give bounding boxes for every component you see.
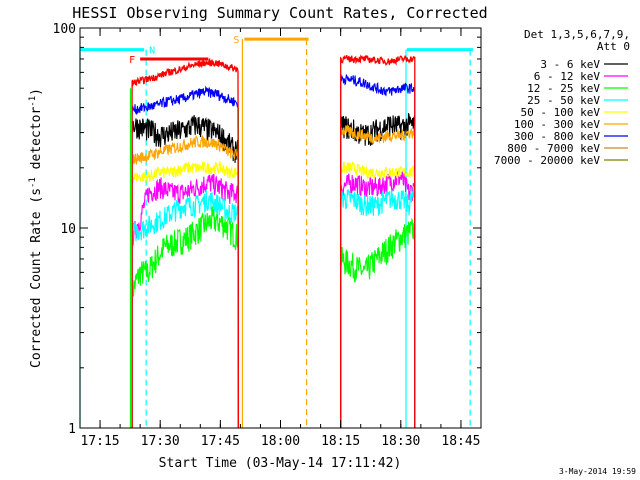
- legend-entry-label: 6 - 12 keV: [534, 70, 601, 83]
- flag-label: N: [149, 46, 155, 57]
- series-line: [131, 174, 239, 429]
- legend-entry-label: 12 - 25 keV: [527, 82, 600, 95]
- series-line: [131, 85, 239, 429]
- legend-entry-label: 3 - 6 keV: [540, 58, 600, 71]
- flag-label: F: [129, 55, 135, 66]
- x-tick-label: 18:30: [381, 434, 420, 449]
- legend-entry-label: 100 - 300 keV: [514, 118, 600, 131]
- series-line: [131, 160, 239, 429]
- legend-title-2: Att 0: [597, 40, 630, 53]
- series-line: [340, 216, 416, 428]
- x-tick-label: 18:15: [321, 434, 360, 449]
- series-line: [340, 74, 416, 428]
- x-tick-label: 18:00: [261, 434, 300, 449]
- y-tick-label: 10: [60, 222, 76, 237]
- x-tick-label: 17:45: [201, 434, 240, 449]
- series-line: [131, 134, 239, 429]
- red-count-trace: [131, 57, 240, 429]
- legend-entry-label: 300 - 800 keV: [514, 130, 600, 143]
- x-tick-label: 18:45: [441, 434, 480, 449]
- series-line: [340, 170, 416, 428]
- red-count-trace: [340, 54, 416, 428]
- legend-entry-label: 800 - 7000 keV: [507, 142, 600, 155]
- legend-title-1: Det 1,3,5,6,7,9,: [524, 28, 630, 41]
- y-axis-label: Corrected Count Rate (s-1 detector-1): [28, 88, 44, 368]
- series-line: [340, 160, 416, 428]
- series-line: [340, 185, 416, 428]
- series-line: [340, 113, 416, 428]
- flag-label: S: [233, 35, 239, 46]
- series-line: [340, 124, 416, 428]
- footer-date: 3-May-2014 19:59: [559, 467, 636, 476]
- y-tick-label: 1: [68, 422, 76, 437]
- legend-entry-label: 25 - 50 keV: [527, 94, 600, 107]
- chart-title: HESSI Observing Summary Count Rates, Cor…: [72, 4, 487, 22]
- x-tick-label: 17:30: [141, 434, 180, 449]
- legend-entry-label: 50 - 100 keV: [521, 106, 601, 119]
- series-line: [131, 205, 239, 429]
- x-axis-label: Start Time (03-May-14 17:11:42): [159, 456, 402, 471]
- x-tick-label: 17:15: [80, 434, 119, 449]
- y-tick-label: 100: [53, 22, 76, 37]
- series-line: [131, 115, 239, 429]
- series-line: [131, 189, 239, 429]
- legend-entry-label: 7000 - 20000 keV: [494, 154, 600, 167]
